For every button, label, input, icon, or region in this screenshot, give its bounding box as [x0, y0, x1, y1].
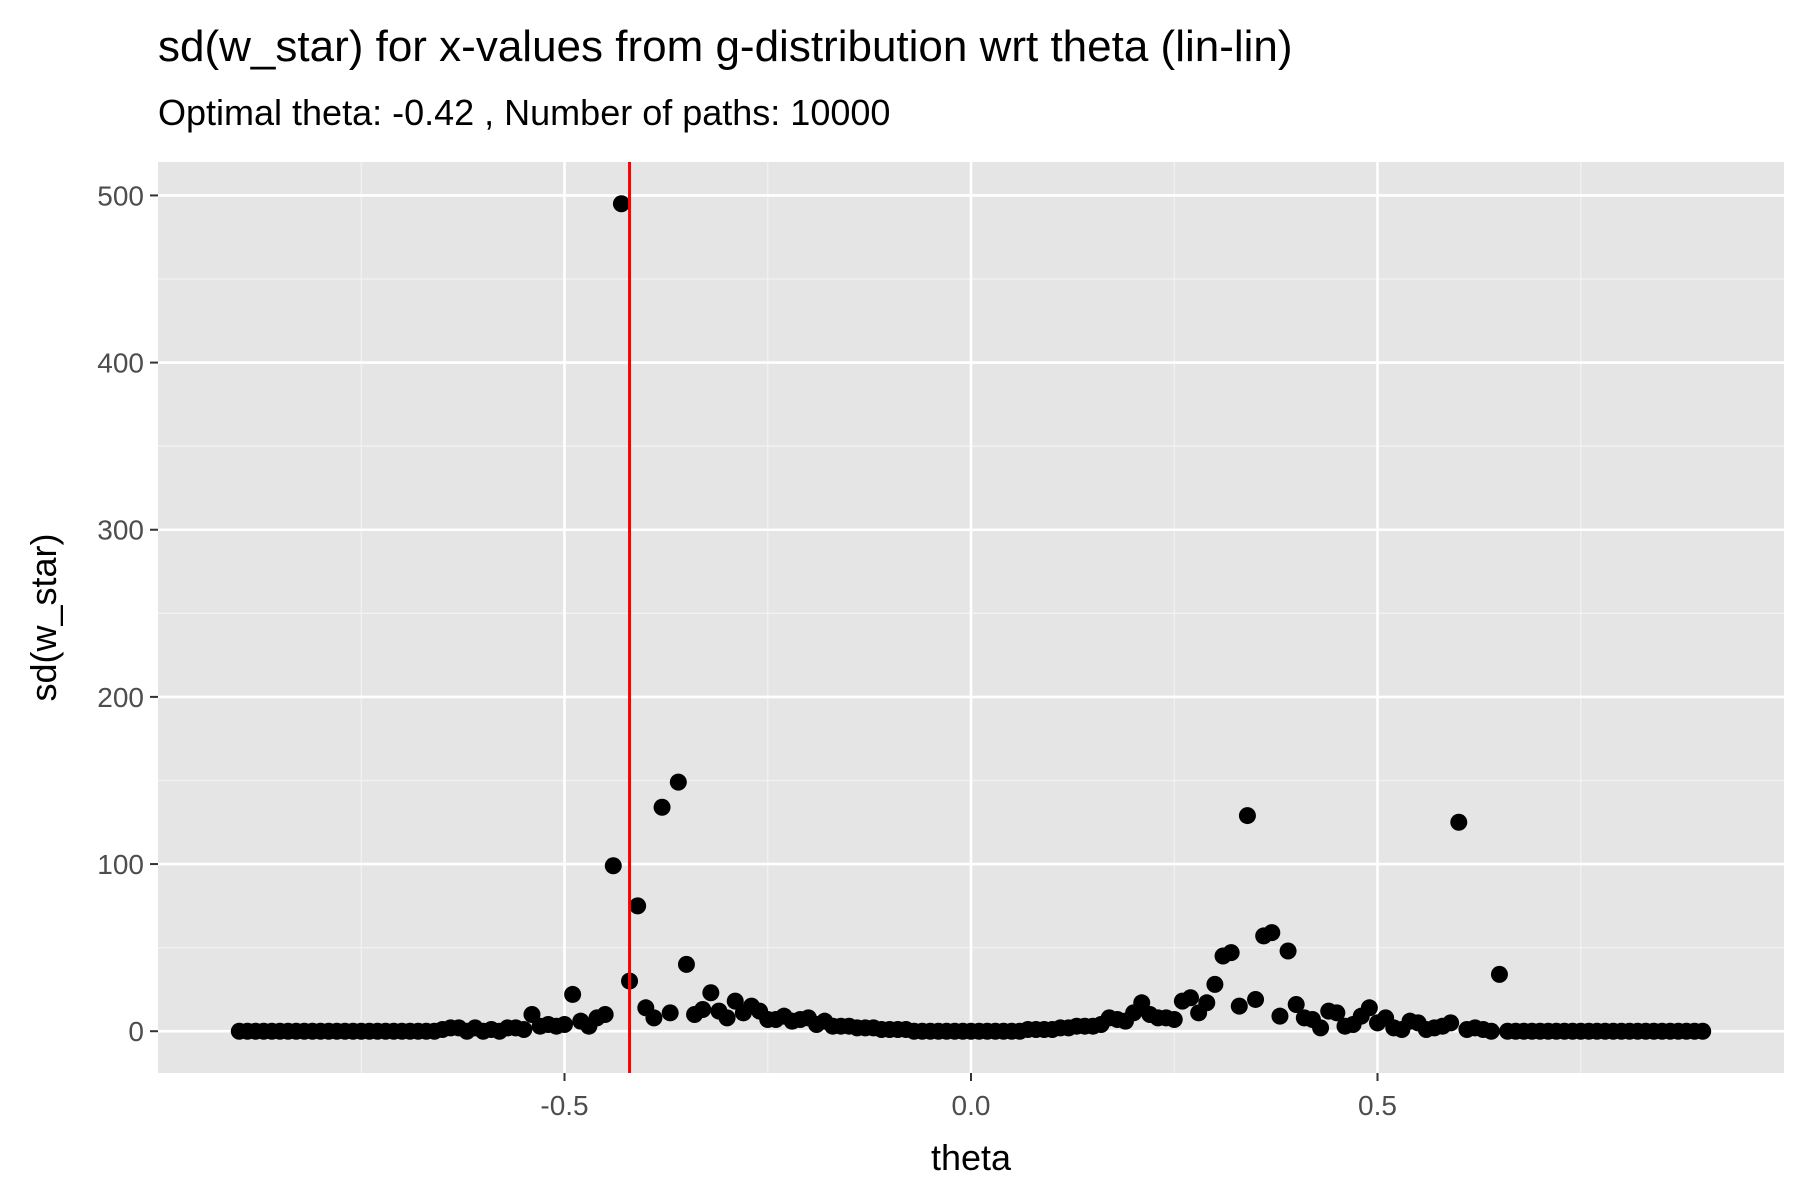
data-point — [1263, 924, 1281, 942]
data-point — [1271, 1007, 1289, 1025]
chart-subtitle: Optimal theta: -0.42 , Number of paths: … — [158, 92, 891, 133]
data-point — [669, 773, 687, 791]
data-point — [1490, 965, 1508, 983]
data-point — [1312, 1019, 1330, 1037]
data-point — [1247, 990, 1265, 1008]
y-axis: 0 100 200 300 400 500 — [97, 180, 158, 1047]
y-tick-label: 400 — [97, 348, 144, 379]
data-point — [596, 1005, 614, 1023]
data-point — [1182, 989, 1200, 1007]
y-tick-label: 300 — [97, 515, 144, 546]
data-point — [1287, 995, 1305, 1013]
data-point — [564, 985, 582, 1003]
data-point — [718, 1009, 736, 1027]
data-point — [1222, 944, 1240, 962]
data-point — [661, 1004, 679, 1022]
y-axis-title: sd(w_star) — [23, 533, 64, 701]
data-point — [1360, 999, 1378, 1017]
data-point — [1238, 807, 1256, 825]
data-point — [1230, 997, 1248, 1015]
data-point — [1328, 1004, 1346, 1022]
y-tick-label: 100 — [97, 849, 144, 880]
data-point — [629, 897, 647, 915]
data-point — [1694, 1022, 1712, 1040]
x-axis-title: theta — [931, 1137, 1012, 1178]
chart-title: sd(w_star) for x-values from g-distribut… — [158, 22, 1293, 71]
y-tick-label: 500 — [97, 180, 144, 211]
data-point — [645, 1009, 663, 1027]
y-tick-label: 0 — [128, 1016, 144, 1047]
data-point — [1206, 975, 1224, 993]
data-point — [677, 955, 695, 973]
x-tick-label: 0.5 — [1358, 1090, 1397, 1121]
data-point — [1482, 1022, 1500, 1040]
data-point — [1442, 1014, 1460, 1032]
data-point — [1165, 1011, 1183, 1029]
data-point — [515, 1021, 533, 1039]
data-point — [1198, 994, 1216, 1012]
data-point — [1450, 813, 1468, 831]
x-axis: -0.5 0.0 0.5 — [540, 1073, 1397, 1121]
data-point — [694, 1000, 712, 1018]
x-tick-label: 0.0 — [952, 1090, 991, 1121]
data-point — [702, 984, 720, 1002]
y-tick-label: 200 — [97, 682, 144, 713]
data-points — [230, 195, 1712, 1040]
data-point — [556, 1016, 573, 1034]
x-tick-label: -0.5 — [540, 1090, 588, 1121]
data-point — [612, 195, 630, 213]
data-point — [1279, 942, 1297, 960]
data-point — [653, 798, 671, 816]
data-point — [604, 857, 622, 875]
